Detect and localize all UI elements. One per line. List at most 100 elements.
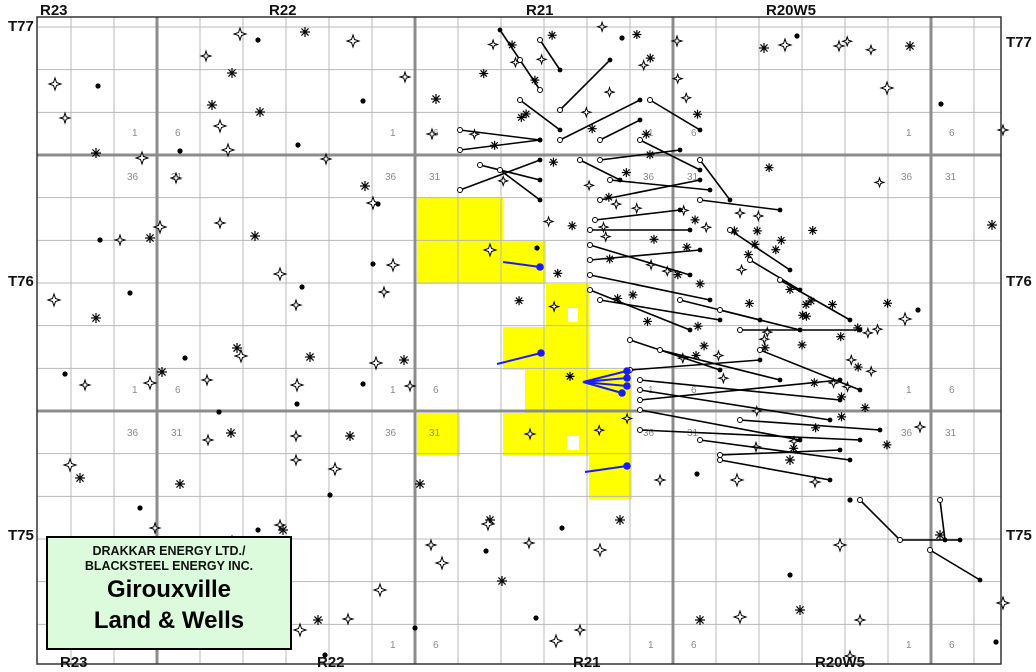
land-parcel xyxy=(460,241,503,284)
abandoned-well-star xyxy=(630,202,643,215)
gas-well-asterisk xyxy=(760,44,768,52)
cased-well-circle xyxy=(637,137,643,143)
gas-well-asterisk xyxy=(633,30,641,39)
horizontal-well-path xyxy=(939,499,946,541)
gas-well-asterisk xyxy=(432,95,440,103)
gas-well-asterisk xyxy=(566,372,574,380)
oil-well-dot xyxy=(697,127,703,133)
township-label-right-t76: T76 xyxy=(1006,273,1032,290)
company-well-path xyxy=(582,370,628,383)
abandoned-well-star xyxy=(717,372,730,385)
abandoned-well-star xyxy=(913,420,927,434)
oil-well-dot xyxy=(707,187,713,193)
horizontal-well-path xyxy=(639,139,701,171)
section-label: 1 xyxy=(132,128,138,139)
range-label-bottom-r21: R21 xyxy=(573,654,601,671)
section-label: 36 xyxy=(385,428,397,439)
horizontal-well-path xyxy=(719,459,831,481)
gas-well-asterisk xyxy=(76,474,84,482)
gas-well-asterisk xyxy=(837,413,846,421)
abandoned-well-star xyxy=(592,542,608,558)
oil-well-dot xyxy=(837,447,843,453)
section-label: 6 xyxy=(691,128,697,139)
gas-well-asterisk xyxy=(549,158,558,166)
horizontal-well-path xyxy=(459,159,541,191)
range-label-top-r20w5: R20W5 xyxy=(766,2,817,19)
cased-well-circle xyxy=(657,347,663,353)
map-border xyxy=(36,16,1002,665)
gas-well-asterisk xyxy=(416,480,424,488)
gas-well-asterisk xyxy=(696,280,704,288)
horizontal-well-path xyxy=(779,279,851,321)
horizontal-well-path xyxy=(599,299,721,321)
gas-well-asterisk xyxy=(765,164,773,172)
gas-well-asterisk xyxy=(233,344,241,352)
company-well-path xyxy=(582,381,628,387)
gas-well-asterisk xyxy=(642,130,650,138)
abandoned-well-star xyxy=(233,348,249,364)
abandoned-well-star xyxy=(152,219,168,235)
abandoned-well-star xyxy=(201,433,215,447)
oil-well-dot xyxy=(327,492,333,498)
township-grid xyxy=(37,17,1001,664)
horizontal-well-path xyxy=(589,289,691,331)
range-label-bottom-r23: R23 xyxy=(60,654,88,671)
section-label: 6 xyxy=(691,385,697,396)
abandoned-well-star xyxy=(729,472,745,488)
cased-well-circle xyxy=(577,157,583,163)
abandoned-well-star xyxy=(808,475,822,489)
land-parcel xyxy=(460,198,503,241)
horizontal-well-path xyxy=(719,449,841,456)
gas-well-asterisk xyxy=(554,269,562,277)
cased-well-circle xyxy=(697,437,703,443)
abandoned-well-star xyxy=(580,106,593,119)
cased-well-circle xyxy=(637,387,643,393)
gas-well-asterisk xyxy=(799,311,807,319)
oil-well-dot xyxy=(533,615,539,621)
horizontal-well-path xyxy=(519,59,541,91)
abandoned-well-star xyxy=(434,555,450,571)
section-label: 6 xyxy=(433,640,439,651)
abandoned-well-star xyxy=(509,56,522,69)
horizontal-well-path xyxy=(539,39,561,71)
cased-well-circle xyxy=(747,257,753,263)
abandoned-well-star xyxy=(200,373,214,387)
horizontal-well-path xyxy=(639,409,801,441)
range-label-bottom-r22: R22 xyxy=(317,654,345,671)
oil-well-dot xyxy=(757,357,763,363)
oil-well-dot xyxy=(857,387,863,393)
oil-well-dot xyxy=(993,639,999,645)
horizontal-well-path xyxy=(699,159,731,201)
gas-well-asterisk xyxy=(228,69,236,77)
oil-well-dot xyxy=(182,355,188,361)
oil-well-dot xyxy=(559,525,565,531)
oil-well-dot xyxy=(127,290,133,296)
company-well-dot xyxy=(623,367,631,375)
oil-well-dot xyxy=(537,177,543,183)
section-label: 36 xyxy=(127,172,139,183)
gas-well-asterisk xyxy=(306,353,314,361)
gas-well-asterisk xyxy=(314,616,322,624)
abandoned-well-star xyxy=(845,353,858,366)
gas-well-asterisk xyxy=(208,101,216,109)
gas-well-asterisk xyxy=(548,31,556,39)
gas-well-asterisk xyxy=(646,151,654,159)
gas-well-asterisk xyxy=(693,110,702,118)
company-well-path xyxy=(582,381,623,394)
wells-layer xyxy=(46,20,1011,663)
gas-well-asterisk xyxy=(730,227,738,235)
abandoned-well-star xyxy=(680,91,693,104)
abandoned-well-star xyxy=(142,375,158,391)
horizontal-well-path xyxy=(579,159,621,181)
abandoned-well-star xyxy=(385,257,401,273)
oil-well-dot xyxy=(637,97,643,103)
oil-well-dot xyxy=(717,367,723,373)
gas-well-asterisk xyxy=(515,297,523,305)
parcel-gap xyxy=(567,436,579,450)
cased-well-circle xyxy=(517,97,523,103)
township-label-right-t77: T77 xyxy=(1006,34,1032,51)
section-label: 1 xyxy=(390,128,396,139)
abandoned-well-star xyxy=(752,209,765,223)
oil-well-dot xyxy=(299,284,305,290)
cased-well-circle xyxy=(717,307,723,313)
